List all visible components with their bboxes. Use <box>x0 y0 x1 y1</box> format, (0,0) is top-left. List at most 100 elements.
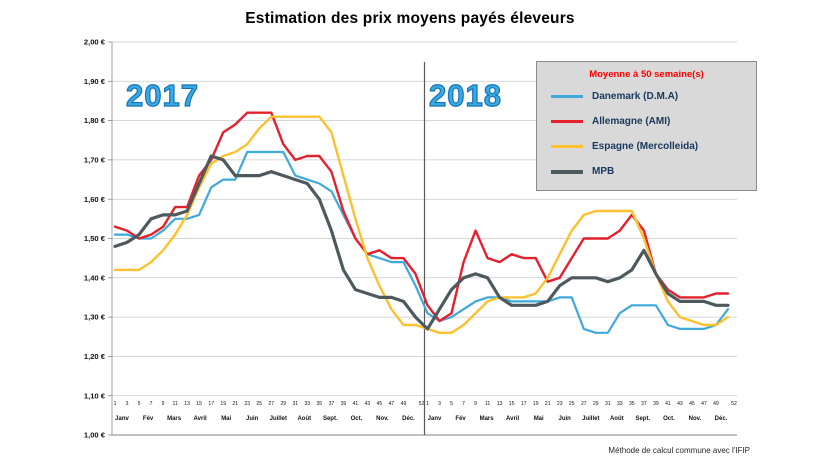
month-label: Nov. <box>376 416 389 422</box>
week-tick-label: 19 <box>220 401 226 407</box>
month-label: Août <box>610 416 624 422</box>
week-tick-label: 25 <box>256 401 262 407</box>
week-tick-label: 17 <box>521 401 527 407</box>
series-line-danemark <box>113 150 730 334</box>
week-tick-label: 21 <box>545 401 551 407</box>
week-tick-label: 47 <box>389 401 395 407</box>
week-tick-label: 23 <box>244 401 250 407</box>
page-title: Estimation des prix moyens payés éleveur… <box>245 10 575 27</box>
series-line-espagne <box>113 115 730 334</box>
allemagne-line-swatch <box>551 120 583 123</box>
month-label: Mai <box>534 416 544 422</box>
week-tick-label: 5 <box>138 401 141 407</box>
espagne-line-swatch <box>551 145 583 148</box>
week-tick-label: 49 <box>401 401 407 407</box>
week-tick-label: 39 <box>653 401 659 407</box>
week-tick-label: 27 <box>581 401 587 407</box>
month-label: Juillet <box>582 416 599 422</box>
week-tick-label: 11 <box>172 401 177 407</box>
week-tick-label: 25 <box>569 401 575 407</box>
week-tick-label: 29 <box>593 401 599 407</box>
month-label: Août <box>297 416 311 422</box>
y-tick-label: 1,60 € <box>84 195 106 204</box>
y-tick-label: 1,40 € <box>84 273 106 282</box>
series-line-mpb <box>113 154 730 331</box>
week-tick-label: 49 <box>713 401 719 407</box>
week-tick-label: 13 <box>184 401 190 407</box>
month-label: Déc. <box>715 416 728 422</box>
week-tick-label: 52 <box>731 401 737 407</box>
week-tick-label: 33 <box>304 401 310 407</box>
legend-label-mpb: MPB <box>592 166 615 177</box>
week-tick-label: 1 <box>426 401 429 407</box>
week-tick-label: 31 <box>605 401 611 407</box>
month-label: Mars <box>480 416 495 422</box>
week-tick-label: 13 <box>497 401 503 407</box>
week-tick-label: 15 <box>509 401 515 407</box>
week-tick-label: 19 <box>533 401 539 407</box>
legend-title: Moyenne à 50 semaine(s) <box>589 69 704 80</box>
week-tick-label: 9 <box>162 401 165 407</box>
month-label: Sept. <box>635 416 650 422</box>
y-tick-label: 1,10 € <box>84 391 106 400</box>
week-tick-label: 7 <box>462 401 465 407</box>
danemark-line-swatch <box>551 95 583 98</box>
week-tick-label: 35 <box>316 401 322 407</box>
week-tick-label: 1 <box>114 401 117 407</box>
legend-item-mpb: MPB <box>537 159 756 184</box>
week-tick-label: 45 <box>377 401 383 407</box>
series-line-allemagne <box>113 111 730 323</box>
week-tick-label: 37 <box>641 401 647 407</box>
week-tick-label: 27 <box>268 401 274 407</box>
y-tick-label: 1,00 € <box>84 431 106 440</box>
month-label: Sept. <box>323 416 338 422</box>
footer-note: Méthode de calcul commune avec l'IFIP <box>608 446 750 455</box>
month-label: Janv <box>115 416 129 422</box>
legend-item-danemark: Danemark (D.M.A) <box>537 84 756 109</box>
month-label: Juillet <box>270 416 287 422</box>
legend-item-allemagne: Allemagne (AMI) <box>537 109 756 134</box>
y-tick-label: 2,00 € <box>84 38 106 47</box>
week-tick-label: 3 <box>126 401 129 407</box>
month-label: Juin <box>246 416 259 422</box>
y-tick-label: 1,30 € <box>84 313 106 322</box>
y-tick-label: 1,90 € <box>84 77 106 86</box>
week-tick-label: 33 <box>617 401 623 407</box>
week-tick-label: 41 <box>665 401 671 407</box>
week-tick-label: 31 <box>292 401 298 407</box>
month-label: Fév <box>143 416 154 422</box>
legend-item-espagne: Espagne (Mercolleida) <box>537 134 756 159</box>
legend-label-allemagne: Allemagne (AMI) <box>592 116 671 127</box>
year-label-2017: 2017 <box>125 77 199 113</box>
month-label: Avril <box>506 416 519 422</box>
week-tick-label: 47 <box>701 401 707 407</box>
legend-box: Moyenne à 50 semaine(s) Danemark (D.M.A)… <box>536 61 757 191</box>
week-tick-label: 21 <box>232 401 238 407</box>
y-tick-label: 1,70 € <box>84 156 106 165</box>
week-tick-label: 3 <box>438 401 441 407</box>
month-label: Janv <box>428 416 442 422</box>
month-label: Avril <box>194 416 207 422</box>
week-tick-label: 15 <box>196 401 202 407</box>
legend-label-danemark: Danemark (D.M.A) <box>592 91 679 102</box>
month-label: Déc. <box>402 416 415 422</box>
week-tick-label: 45 <box>689 401 695 407</box>
week-tick-label: 9 <box>474 401 477 407</box>
month-label: Nov. <box>689 416 702 422</box>
week-tick-label: 41 <box>353 401 359 407</box>
month-label: Juin <box>559 416 572 422</box>
mpb-line-swatch <box>551 169 583 174</box>
week-tick-label: 7 <box>150 401 153 407</box>
week-tick-label: 37 <box>329 401 335 407</box>
month-label: Oct. <box>351 416 363 422</box>
week-tick-label: 52 <box>419 401 425 407</box>
legend-label-espagne: Espagne (Mercolleida) <box>592 141 699 152</box>
month-label: Mars <box>167 416 182 422</box>
week-tick-label: 17 <box>208 401 214 407</box>
week-tick-label: 39 <box>341 401 347 407</box>
week-tick-label: 11 <box>485 401 490 407</box>
month-label: Oct. <box>663 416 675 422</box>
week-tick-label: 43 <box>677 401 683 407</box>
week-tick-label: 35 <box>629 401 635 407</box>
